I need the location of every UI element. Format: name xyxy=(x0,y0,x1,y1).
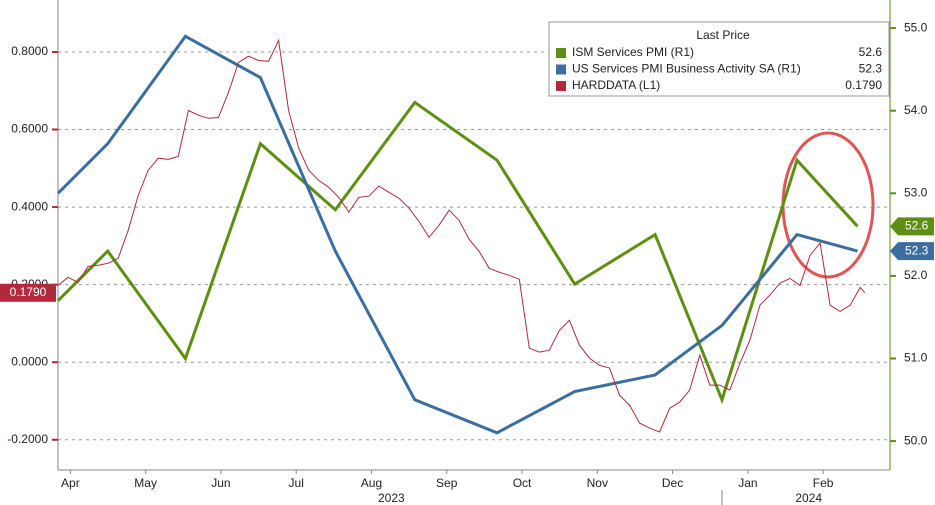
last-price-tag-label: 0.1790 xyxy=(10,285,47,299)
y-tick-label: 0.0000 xyxy=(11,354,48,368)
x-tick-label: Jul xyxy=(289,476,304,490)
legend-swatch xyxy=(556,48,566,58)
year-label: 2023 xyxy=(378,491,405,505)
legend-label: US Services PMI Business Activity SA (R1… xyxy=(572,62,801,76)
y2-tick-label: 54.0 xyxy=(904,103,928,117)
legend-label: ISM Services PMI (R1) xyxy=(572,45,694,59)
legend-value: 52.3 xyxy=(859,62,883,76)
legend-value: 0.1790 xyxy=(845,78,882,92)
y2-tick-label: 53.0 xyxy=(904,185,928,199)
series-line xyxy=(56,34,858,435)
x-tick-label: Nov xyxy=(587,476,608,490)
y2-tick-label: 55.0 xyxy=(904,20,928,34)
highlight-ellipse xyxy=(781,131,875,279)
last-price-tag xyxy=(890,217,934,236)
y-tick-label: 0.8000 xyxy=(11,44,48,58)
y2-tick-label: 51.0 xyxy=(904,351,928,365)
y2-tick-label: 50.0 xyxy=(904,433,928,447)
last-price-tag xyxy=(0,283,56,302)
series-line xyxy=(57,38,866,433)
x-tick-label: Sep xyxy=(436,476,458,490)
x-tick-label: Aug xyxy=(361,476,382,490)
series-line xyxy=(56,100,859,405)
x-tick-label: May xyxy=(134,476,157,490)
legend: Last Price ISM Services PMI (R1) 52.6 US S… xyxy=(548,21,890,97)
y-tick-label: 0.4000 xyxy=(11,199,48,213)
legend-value: 52.6 xyxy=(859,45,883,59)
last-price-tag-label: 52.6 xyxy=(905,218,929,232)
x-tick-label: Dec xyxy=(662,476,683,490)
legend-label: HARDDATA (L1) xyxy=(572,78,660,92)
x-tick-label: Jun xyxy=(211,476,230,490)
x-tick-label: Oct xyxy=(513,476,532,490)
year-label: 2024 xyxy=(795,491,822,505)
legend-swatch xyxy=(556,81,566,91)
legend-box xyxy=(548,21,890,97)
y-tick-label: 0.6000 xyxy=(11,122,48,136)
last-price-tag xyxy=(890,242,934,261)
y-tick-label: -0.2000 xyxy=(7,432,48,446)
x-tick-label: Apr xyxy=(61,476,80,490)
y2-tick-label: 52.0 xyxy=(904,268,928,282)
last-price-tag-label: 52.3 xyxy=(905,243,929,257)
x-tick-label: Jan xyxy=(738,476,757,490)
x-tick-label: Feb xyxy=(813,476,834,490)
legend-title: Last Price xyxy=(696,28,750,42)
legend-swatch xyxy=(556,64,566,75)
